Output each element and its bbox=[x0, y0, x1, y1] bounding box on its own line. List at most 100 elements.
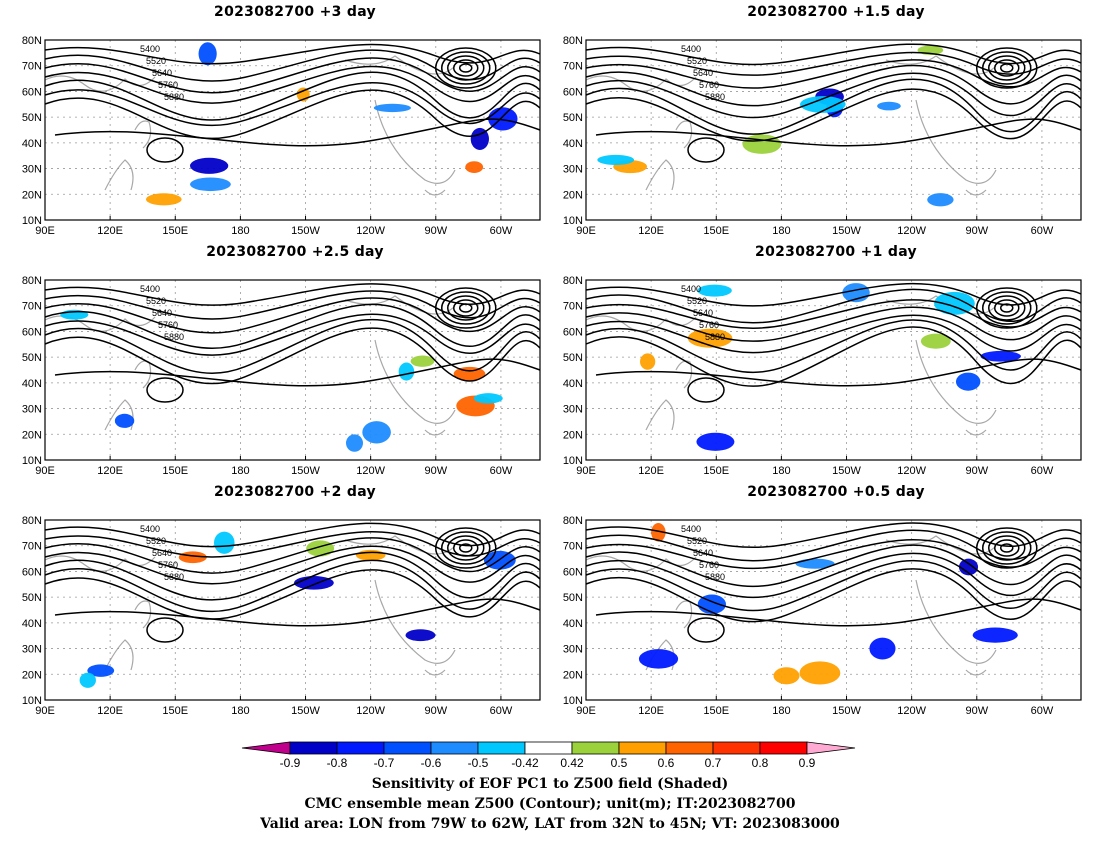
sensitivity-patch bbox=[640, 353, 656, 370]
colorbar-tick-label: -0.9 bbox=[280, 756, 301, 770]
sensitivity-patch bbox=[955, 372, 981, 391]
contour-low bbox=[1000, 63, 1014, 73]
map-border bbox=[44, 279, 541, 461]
sensitivity-patch bbox=[799, 96, 846, 113]
sensitivity-patch bbox=[79, 672, 96, 688]
contour-line bbox=[44, 303, 541, 349]
map-plot: 5400 5520 5640 5760 5880 80N 70N 60N 50N 40N 30N 20… bbox=[563, 515, 1082, 717]
lon-label: 120E bbox=[97, 705, 123, 717]
height-contours bbox=[44, 283, 541, 403]
map-panel-2: 2023082700 +1.5 day 5400 5520 5640 5760 5880… bbox=[563, 4, 1100, 237]
contour-label: 5520 bbox=[687, 536, 707, 546]
map-plot: 5400 5520 5640 5760 5880 80N 70N 60N 50N 40N 30N 20… bbox=[22, 275, 541, 477]
lat-label: 50N bbox=[22, 112, 42, 124]
contour-line bbox=[585, 544, 1082, 588]
coastlines bbox=[585, 55, 997, 196]
lon-label: 150E bbox=[703, 225, 729, 237]
sensitivity-patch bbox=[190, 157, 229, 174]
contour-line bbox=[585, 539, 1082, 570]
contour-label: 5400 bbox=[681, 284, 701, 294]
contour-closed bbox=[687, 137, 725, 163]
contour-low bbox=[441, 291, 491, 325]
colorbar-segment bbox=[289, 741, 338, 755]
contour-line bbox=[595, 118, 1082, 147]
sensitivity-patch bbox=[465, 161, 484, 174]
contour-low bbox=[982, 291, 1032, 325]
lon-label: 90W bbox=[424, 465, 447, 477]
contour-line bbox=[44, 43, 541, 65]
panel-title: 2023082700 +2 day bbox=[214, 484, 376, 500]
map-plot: 5400 5520 5640 5760 5880 80N 70N 60N 50N 40N 30N 20… bbox=[563, 275, 1082, 477]
sensitivity-patch bbox=[638, 649, 679, 669]
colorbar-segment bbox=[759, 741, 808, 755]
contour-label: 5640 bbox=[693, 548, 713, 558]
lat-label: 80N bbox=[563, 515, 583, 527]
lat-label: 50N bbox=[563, 592, 583, 604]
contour-line bbox=[44, 71, 541, 121]
lat-label: 70N bbox=[22, 541, 42, 553]
height-contours bbox=[44, 522, 541, 643]
contour-label: 5880 bbox=[164, 332, 184, 342]
contour-line bbox=[54, 358, 541, 387]
map-panel-1: 2023082700 +3 day 5400 5520 5640 5760 5880 80… bbox=[22, 4, 565, 237]
lon-label: 90E bbox=[576, 225, 596, 237]
contour-line bbox=[44, 545, 541, 585]
lat-label: 50N bbox=[22, 592, 42, 604]
colorbar-tick-label: -0.6 bbox=[421, 756, 442, 770]
sensitivity-patch bbox=[410, 355, 435, 367]
contour-line bbox=[44, 522, 541, 548]
lon-label: 60W bbox=[490, 705, 513, 717]
map-panel-3: 2023082700 +2.5 day 5400 5520 5640 5760 5880… bbox=[22, 244, 565, 477]
lat-label: 70N bbox=[563, 301, 583, 313]
contour-line bbox=[44, 327, 541, 385]
lon-label: 150E bbox=[703, 705, 729, 717]
panel-title: 2023082700 +1.5 day bbox=[747, 4, 925, 20]
lon-label: 180 bbox=[231, 705, 249, 717]
lat-label: 60N bbox=[22, 326, 42, 338]
contour-label: 5520 bbox=[146, 296, 166, 306]
colorbar-segment bbox=[477, 741, 526, 755]
sensitivity-patch bbox=[198, 42, 217, 66]
colorbar-tick-label: 0.6 bbox=[658, 756, 675, 770]
height-contours bbox=[585, 43, 1082, 163]
contour-low bbox=[453, 299, 479, 317]
lat-label: 80N bbox=[563, 35, 583, 47]
map-plot: 5400 5520 5640 5760 5880 80N 70N 60N 50N 40N 30N 20… bbox=[563, 35, 1082, 237]
lat-label: 40N bbox=[563, 618, 583, 630]
lat-label: 60N bbox=[22, 86, 42, 98]
sensitivity-patch bbox=[453, 366, 486, 381]
contour-label: 5880 bbox=[164, 572, 184, 582]
lon-label: 180 bbox=[772, 705, 790, 717]
contour-low bbox=[976, 527, 1038, 569]
contour-label: 5520 bbox=[146, 56, 166, 66]
colorbar-tick-label: 0.7 bbox=[705, 756, 722, 770]
panel-title: 2023082700 +0.5 day bbox=[747, 484, 925, 500]
lat-label: 10N bbox=[22, 215, 42, 227]
lon-label: 180 bbox=[231, 465, 249, 477]
contour-label: 5640 bbox=[693, 308, 713, 318]
sensitivity-patch bbox=[145, 193, 182, 206]
lat-label: 40N bbox=[22, 378, 42, 390]
panel-title: 2023082700 +2.5 day bbox=[206, 244, 384, 260]
contour-low bbox=[1000, 543, 1014, 553]
contour-label: 5880 bbox=[164, 92, 184, 102]
lon-label: 60W bbox=[490, 465, 513, 477]
lat-label: 20N bbox=[563, 189, 583, 201]
colorbar-tick-label: -0.7 bbox=[374, 756, 395, 770]
lon-label: 120E bbox=[638, 465, 664, 477]
contour-closed bbox=[687, 617, 725, 643]
lon-label: 150W bbox=[832, 225, 861, 237]
map-frame: 5400 5520 5640 5760 5880 80N 70N 60N 50N 40N 30N 20… bbox=[563, 35, 1082, 237]
sensitivity-patch bbox=[773, 667, 800, 685]
sensitivity-patch bbox=[405, 629, 436, 642]
sensitivity-patch bbox=[972, 627, 1018, 643]
lat-label: 20N bbox=[22, 669, 42, 681]
contour-line bbox=[585, 64, 1082, 107]
sensitivity-patch bbox=[373, 103, 411, 113]
lon-label: 120W bbox=[897, 225, 926, 237]
map-frame: 5400 5520 5640 5760 5880 80N 70N 60N 50N 40N 30N 20… bbox=[563, 515, 1082, 717]
contour-label: 5400 bbox=[681, 524, 701, 534]
contour-line bbox=[585, 529, 1082, 562]
contour-label: 5880 bbox=[705, 332, 725, 342]
lat-label: 10N bbox=[22, 695, 42, 707]
